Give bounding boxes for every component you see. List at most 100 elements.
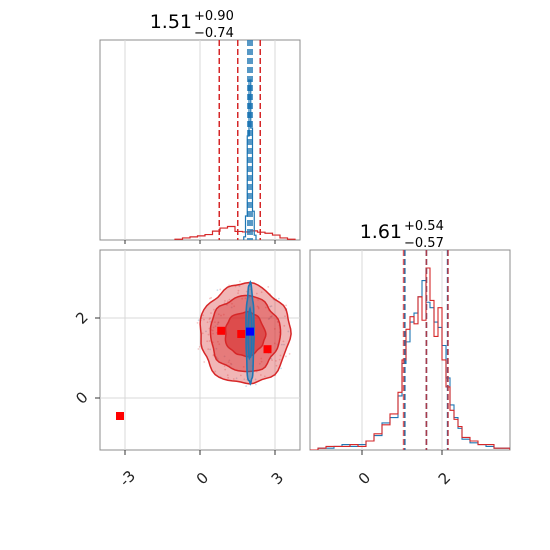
scatter-sample-point <box>208 340 211 342</box>
hist2-xtick-label: 0 <box>355 469 374 488</box>
scatter-ytick-label: 2 <box>72 308 91 327</box>
scatter-sample-point <box>254 378 257 381</box>
hist1-title-lower: −0.74 <box>194 26 234 41</box>
scatter-sample-point <box>276 321 279 323</box>
scatter-sample-point <box>198 345 201 348</box>
scatter-sample-point <box>207 333 210 336</box>
scatter-sample-point <box>275 364 278 367</box>
bottom-right-histogram-panel: 0 2 1.61 +0.54 −0.57 <box>309 219 511 488</box>
scatter-sample-point <box>220 314 222 317</box>
scatter-sample-point <box>222 313 225 316</box>
scatter-sample-point <box>226 300 229 303</box>
scatter-sample-point <box>229 362 232 365</box>
scatter-sample-point <box>223 365 226 367</box>
scatter-sample-point <box>245 385 248 388</box>
scatter-sample-point <box>232 378 235 380</box>
scatter-sample-point <box>197 348 200 350</box>
scatter-sample-point <box>209 348 212 351</box>
scatter-sample-point <box>242 365 245 368</box>
scatter-sample-point <box>206 340 209 343</box>
scatter-sample-point <box>212 326 215 329</box>
hist2-xtick-label: 2 <box>435 469 454 488</box>
scatter-sample-point <box>205 330 207 333</box>
hist2-frame <box>309 249 511 451</box>
scatter-sample-point <box>196 322 199 324</box>
scatter-sample-point <box>285 304 287 307</box>
scatter-sample-point <box>244 297 247 300</box>
scatter-sample-point <box>214 321 216 324</box>
hist2-title-value: 1.61 <box>360 221 402 243</box>
scatter-sample-point <box>239 280 241 283</box>
scatter-sample-point <box>216 323 219 326</box>
hist1-red-histogram <box>174 225 296 240</box>
scatter-sample-point <box>278 358 281 361</box>
scatter-sample-point <box>212 332 214 335</box>
scatter-sample-point <box>208 318 211 321</box>
scatter-sample-point <box>282 340 285 343</box>
scatter-sample-point <box>255 292 258 295</box>
scatter-sample-point <box>241 297 244 300</box>
scatter-sample-point <box>283 324 286 327</box>
scatter-sample-point <box>257 298 259 301</box>
scatter-sample-point <box>218 343 221 346</box>
scatter-sample-point <box>216 289 219 292</box>
scatter-sample-point <box>206 321 209 324</box>
scatter-sample-point <box>254 383 257 386</box>
scatter-sample-point <box>227 376 230 379</box>
scatter-sample-point <box>211 329 214 332</box>
scatter-sample-point <box>257 307 260 310</box>
scatter-sample-point <box>235 377 238 380</box>
scatter-sample-point <box>233 305 236 308</box>
scatter-sample-point <box>228 359 231 362</box>
scatter-sample-point <box>280 343 283 346</box>
scatter-sample-point <box>203 361 206 363</box>
scatter-xtick-label: -3 <box>116 467 139 490</box>
scatter-sample-point <box>203 318 205 321</box>
scatter-sample-point <box>201 332 204 335</box>
scatter-sample-point <box>259 374 262 376</box>
scatter-sample-point <box>273 342 276 345</box>
scatter-xtick-label: 3 <box>268 469 287 488</box>
scatter-sample-point <box>263 375 266 378</box>
scatter-sample-point <box>277 297 280 300</box>
scatter-sample-point <box>243 378 246 381</box>
scatter-sample-point <box>214 325 217 328</box>
scatter-sample-point <box>224 368 227 371</box>
hist1-plot-area <box>174 40 296 240</box>
scatter-sample-point <box>260 291 263 294</box>
scatter-sample-point <box>258 362 261 365</box>
scatter-sample-point <box>217 340 219 343</box>
scatter-red-marker <box>263 345 272 354</box>
scatter-sample-point <box>267 286 270 288</box>
scatter-sample-point <box>213 308 215 311</box>
scatter-sample-point <box>227 361 230 364</box>
scatter-sample-point <box>275 359 277 362</box>
hist2-title-upper: +0.54 <box>404 219 444 234</box>
top-left-histogram-panel: 1.51 +0.90 −0.74 <box>99 9 301 244</box>
scatter-sample-point <box>210 312 212 314</box>
scatter-sample-point <box>271 315 273 317</box>
scatter-sample-point <box>223 355 226 358</box>
scatter-sample-point <box>269 315 272 318</box>
scatter-sample-point <box>279 354 282 357</box>
scatter-sample-point <box>257 306 260 309</box>
scatter-red-marker <box>116 412 124 420</box>
scatter-sample-point <box>245 290 248 293</box>
scatter-sample-point <box>268 317 271 320</box>
scatter-sample-point <box>269 305 272 308</box>
scatter-sample-point <box>230 363 233 366</box>
scatter-sample-point <box>202 314 204 317</box>
scatter-sample-point <box>273 327 276 330</box>
scatter-sample-point <box>217 321 220 324</box>
scatter-sample-point <box>285 355 287 358</box>
scatter-sample-point <box>207 348 210 350</box>
scatter-red-marker <box>217 326 226 335</box>
hist2-title-lower: −0.57 <box>404 236 444 251</box>
scatter-sample-point <box>208 297 211 300</box>
scatter-ytick-label: 0 <box>72 388 91 407</box>
scatter-sample-point <box>237 292 239 295</box>
scatter-sample-point <box>224 300 226 302</box>
scatter-xtick-label: 0 <box>193 469 212 488</box>
